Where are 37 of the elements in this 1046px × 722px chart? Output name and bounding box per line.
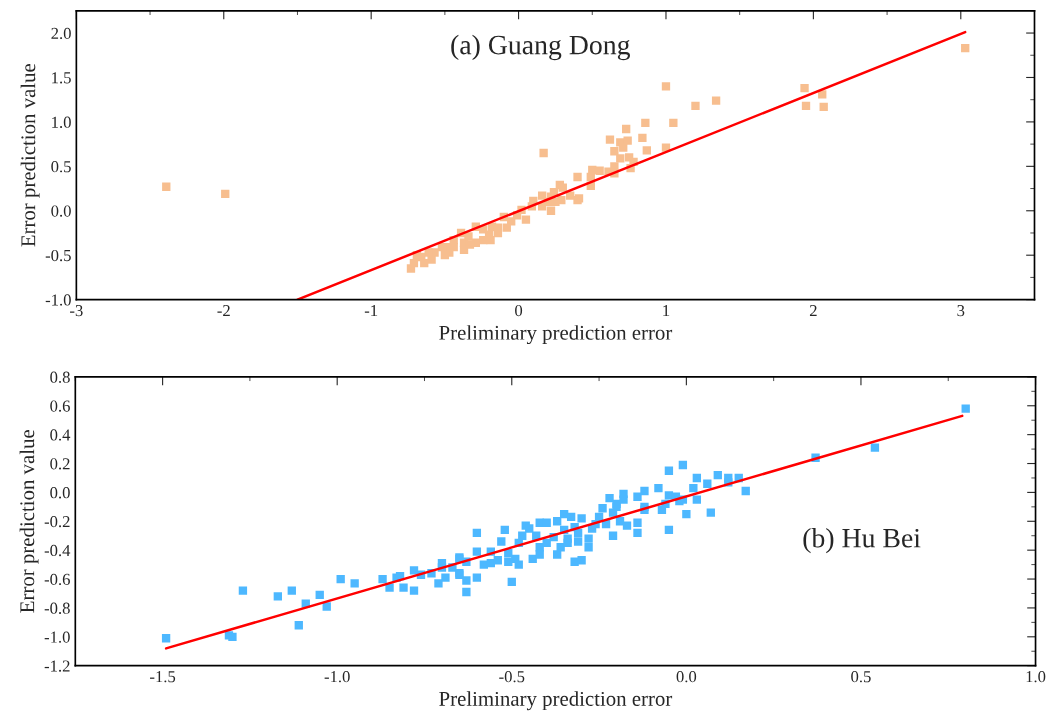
y-tick-label: -0.5 [45, 249, 71, 262]
x-tick-label: 3 [957, 305, 965, 317]
y-tick-label: 0.0 [50, 487, 70, 499]
x-tick-label: 0.5 [851, 671, 871, 683]
x-tick-label: 1 [663, 305, 670, 317]
y-axis-title: Error prediction value [19, 430, 39, 613]
y-tick-label: 2.0 [51, 27, 71, 40]
y-tick-label: 1.0 [52, 116, 71, 128]
y-tick-label: -0.8 [44, 602, 70, 614]
y-tick-label: 1.5 [52, 72, 71, 84]
y-tick-label: -0.6 [44, 573, 70, 586]
x-axis-title: Preliminary prediction error [439, 325, 673, 345]
y-tick-label: -0.2 [44, 515, 70, 528]
x-tick-label: -1.0 [324, 671, 350, 683]
y-tick-label: -1.0 [45, 294, 71, 306]
x-tick-label: -1.5 [150, 671, 176, 683]
y-tick-label: 0.5 [51, 161, 71, 173]
x-tick-label: -2 [217, 305, 230, 317]
y-axis-title: Error prediction value [20, 63, 40, 247]
x-tick-label: 2 [809, 305, 817, 317]
x-tick-label: -3 [70, 305, 83, 317]
y-tick-label: 0.4 [50, 429, 71, 441]
y-tick-label: 0.8 [50, 371, 70, 383]
x-tick-label: 1.0 [1026, 671, 1046, 683]
y-tick-label: -1.0 [44, 631, 70, 643]
x-tick-label: -1 [364, 305, 378, 317]
x-axis-title: Preliminary prediction error [439, 691, 673, 711]
x-tick-label: 0.0 [676, 671, 697, 683]
annotation: (a) Guang Dong [451, 34, 630, 61]
y-tick-label: -0.4 [44, 544, 71, 557]
y-tick-label: 0.6 [50, 400, 70, 412]
x-tick-label: -0.5 [499, 671, 525, 683]
annotation: (b) Hu Bei [803, 528, 921, 554]
y-tick-label: 0.2 [50, 458, 70, 470]
y-tick-label: -1.2 [44, 660, 70, 672]
y-tick-label: 0.0 [51, 205, 71, 217]
x-tick-label: 0 [515, 304, 523, 317]
